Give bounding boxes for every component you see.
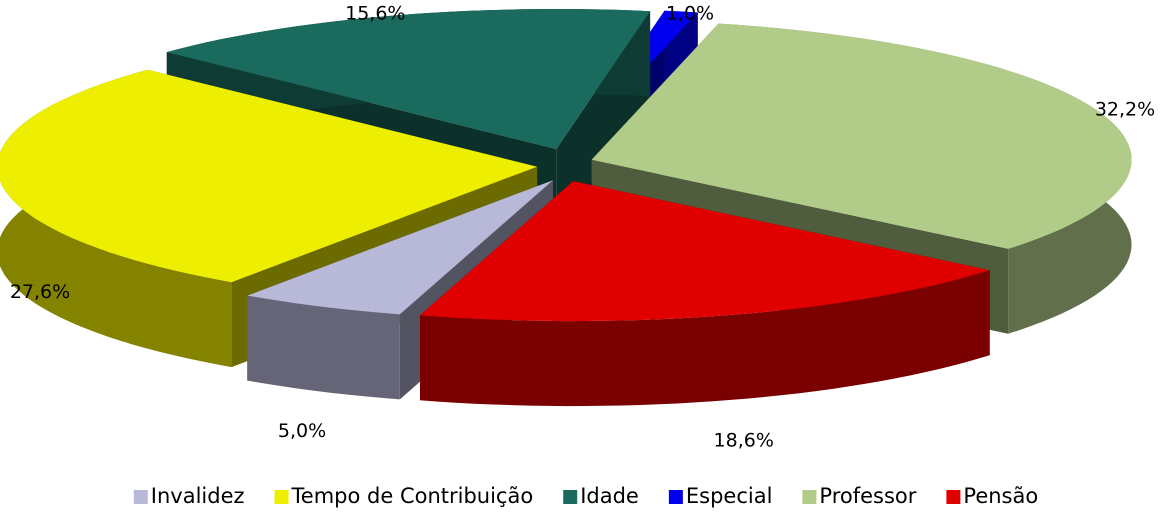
slice-top bbox=[247, 180, 554, 315]
data-label: 15,6% bbox=[345, 3, 405, 25]
data-label: 32,2% bbox=[1095, 99, 1155, 121]
legend-label: Idade bbox=[580, 484, 639, 508]
slice-top bbox=[420, 181, 990, 322]
legend: Invalidez Tempo de Contribuição Idade Espec… bbox=[133, 484, 1038, 508]
legend-label: Pensão bbox=[963, 484, 1038, 508]
slice-top bbox=[591, 23, 1132, 249]
legend-swatch bbox=[802, 490, 817, 504]
data-label: 5,0% bbox=[278, 420, 326, 442]
data-label: 1,0% bbox=[666, 3, 714, 25]
legend-swatch bbox=[133, 490, 148, 504]
data-label: 27,6% bbox=[10, 281, 70, 303]
data-label: 18,6% bbox=[714, 430, 774, 452]
slice-top bbox=[166, 9, 651, 149]
slice-wall bbox=[247, 295, 400, 400]
slice-top bbox=[0, 69, 538, 283]
slice-wall bbox=[420, 270, 990, 407]
legend-swatch bbox=[563, 490, 578, 504]
legend-swatch bbox=[668, 490, 683, 504]
slice bbox=[420, 181, 990, 407]
legend-swatch bbox=[946, 490, 961, 504]
legend-label: Especial bbox=[686, 484, 773, 508]
legend-label: Professor bbox=[819, 484, 916, 508]
legend-label: Invalidez bbox=[151, 484, 245, 508]
legend-swatch bbox=[274, 490, 289, 504]
legend-label: Tempo de Contribuição bbox=[291, 484, 534, 508]
